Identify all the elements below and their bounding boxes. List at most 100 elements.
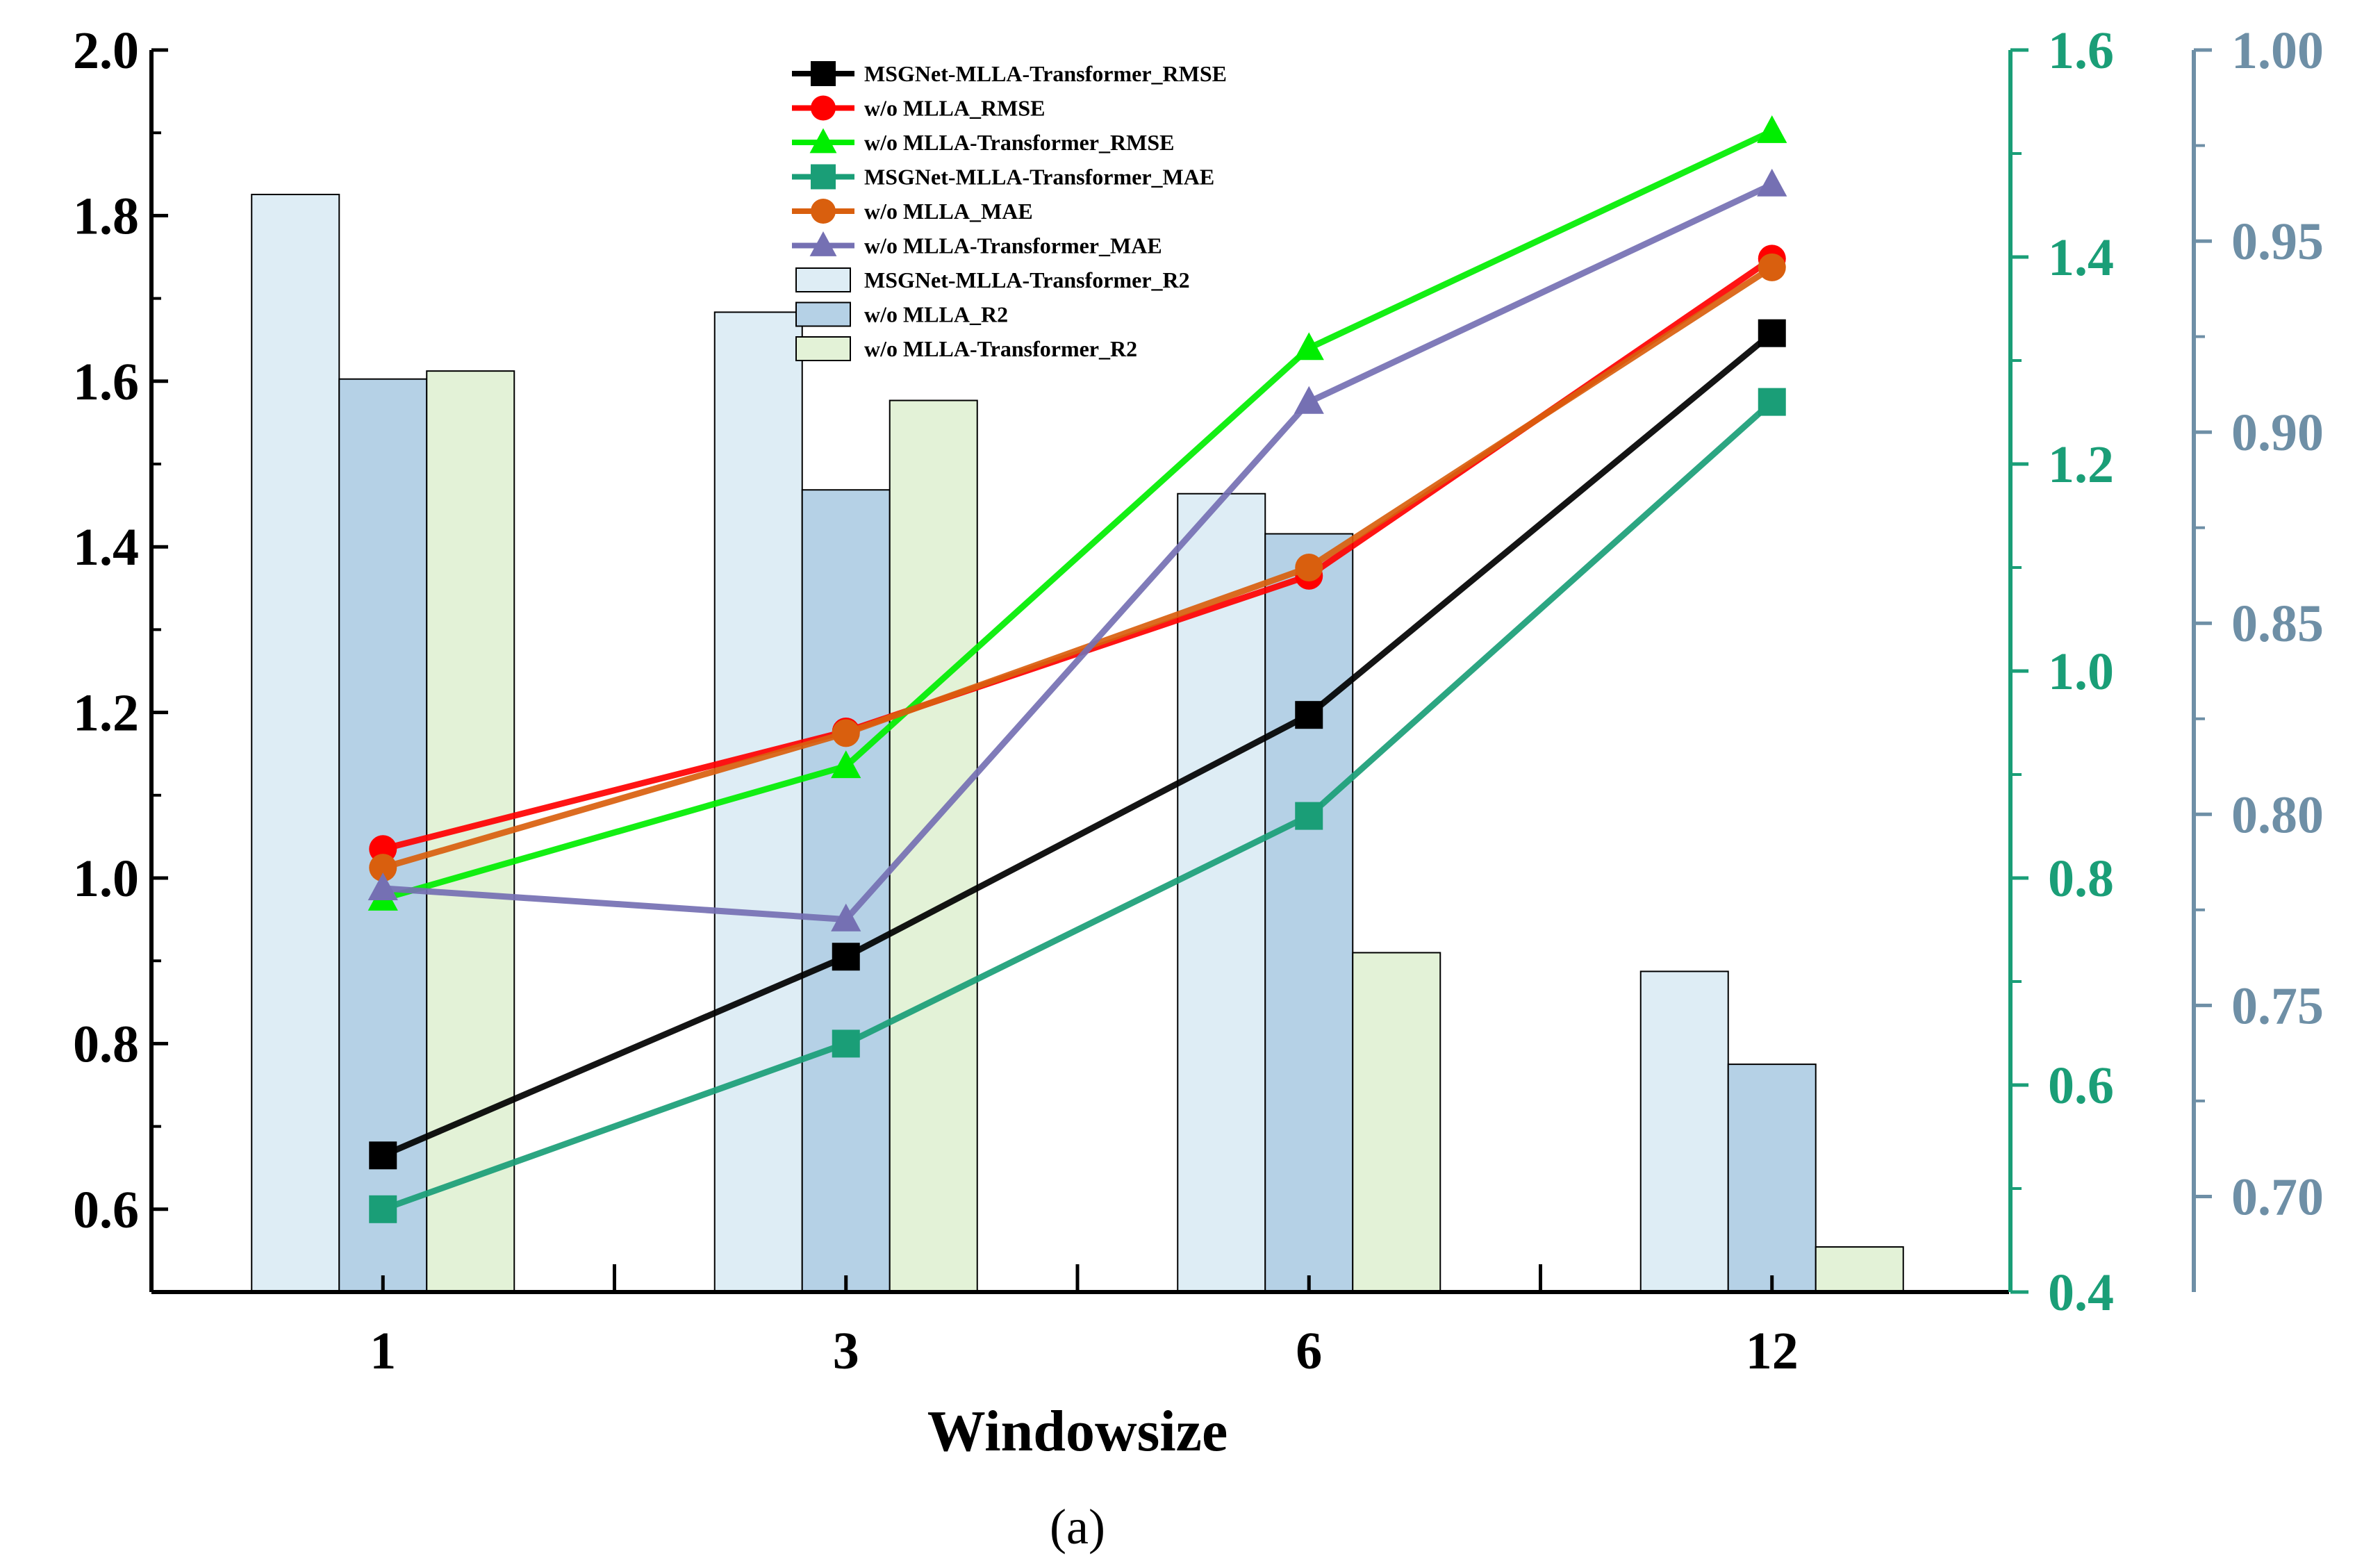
legend-label: w/o MLLA_R2 [864,302,1008,327]
right-axis-1-tick-label: 1.0 [2048,643,2114,701]
right-axis-2-tick-label: 0.75 [2231,977,2324,1035]
bar [1727,1063,1817,1293]
legend-entry: MSGNet-MLLA-Transformer_R2 [795,267,1190,292]
right-axis-2: 0.70 0.75 0.80 0.85 0.90 0.95 1.00 [2192,22,2324,1292]
left-tick-label: 1.0 [73,850,139,908]
line-marker [1758,319,1786,347]
legend-label: MSGNet-MLLA-Transformer_RMSE [864,61,1227,86]
line-marker [1758,388,1786,416]
x-axis: 1 3 6 12 Windowsize (a) [151,1264,2009,1555]
line-marker [809,231,837,256]
legend-label: w/o MLLA_MAE [864,199,1033,224]
legend-entry: w/o MLLA_R2 [795,301,1008,327]
x-tick-label: 6 [1296,1322,1322,1380]
line-series-group [367,115,1787,1223]
line-marker [1757,168,1787,197]
bar [1815,1246,1904,1293]
line-series [369,388,1786,1223]
legend-entry: MSGNet-MLLA-Transformer_RMSE [792,61,1227,86]
right-axis-2-tick-label: 0.85 [2231,595,2324,653]
left-tick-label: 0.8 [73,1015,139,1073]
line-marker [811,199,836,224]
line-marker [832,943,860,971]
bar [1177,493,1266,1293]
x-tick-label: 1 [370,1322,396,1380]
right-axis-1: 0.4 0.6 0.8 1.0 1.2 1.4 1.6 [2008,22,2114,1322]
bar [251,193,340,1293]
legend-label: w/o MLLA_RMSE [864,96,1045,121]
x-axis-title: Windowsize [927,1399,1228,1464]
legend: MSGNet-MLLA-Transformer_RMSE w/o MLLA_RMS… [792,61,1227,361]
left-tick-label: 2.0 [73,22,139,80]
right-axis-2-tick-label: 0.80 [2231,786,2324,844]
line-series [369,253,1786,882]
line-marker [367,872,398,900]
right-axis-1-tick-label: 1.2 [2048,436,2114,494]
legend-label: w/o MLLA-Transformer_R2 [864,336,1137,361]
legend-entry: w/o MLLA-Transformer_RMSE [792,128,1174,155]
line-marker [811,164,836,190]
line-marker [1294,386,1324,414]
bar [1352,952,1441,1293]
series-line [382,181,1774,923]
bar [801,489,891,1293]
series-line [381,331,1774,1159]
right-axis-1-tick-label: 0.4 [2048,1264,2114,1322]
right-axis-2-tick-label: 0.90 [2231,404,2324,462]
line-marker [831,750,861,779]
line-marker [832,1029,860,1058]
line-marker [1295,802,1323,830]
line-series [369,319,1786,1170]
line-marker [809,128,837,154]
bar [889,399,978,1293]
bar [1264,533,1354,1293]
left-tick-label: 1.4 [73,518,139,577]
right-axis-2-tick-label: 0.70 [2231,1168,2324,1226]
legend-entry: w/o MLLA_RMSE [792,95,1045,121]
left-tick-label: 1.8 [73,187,139,245]
line-marker [1758,253,1786,281]
legend-bar-swatch [795,336,851,361]
right-axis-1-tick-label: 1.6 [2048,22,2114,80]
line-marker [831,903,861,932]
line-marker [369,854,397,882]
line-marker [1295,554,1323,581]
series-line [381,265,1774,871]
line-series [367,168,1787,932]
line-marker [369,1141,397,1170]
bar [1639,970,1729,1293]
x-tick-label: 3 [833,1322,859,1380]
line-marker [832,719,860,747]
legend-entry: MSGNet-MLLA-Transformer_MAE [792,164,1214,190]
legend-label: w/o MLLA-Transformer_MAE [864,233,1162,258]
legend-label: MSGNet-MLLA-Transformer_R2 [864,267,1190,292]
legend-label: MSGNet-MLLA-Transformer_MAE [864,165,1214,190]
right-axis-1-tick-label: 0.8 [2048,850,2114,908]
legend-entry: w/o MLLA-Transformer_R2 [795,336,1137,361]
legend-bar-swatch [795,267,851,292]
legend-entry: w/o MLLA_MAE [792,199,1033,224]
right-axis-2-tick-label: 0.95 [2231,213,2324,271]
line-marker [811,61,836,86]
left-tick-label: 0.6 [73,1181,139,1239]
right-axis-2-tick-label: 1.00 [2231,22,2324,80]
legend-label: w/o MLLA-Transformer_RMSE [864,130,1174,155]
right-axis-1-tick-label: 1.4 [2048,229,2114,287]
left-axis: 0.6 0.8 1.0 1.2 1.4 1.6 1.8 2.0 [73,22,168,1292]
right-axis-1-tick-label: 0.6 [2048,1057,2114,1115]
line-marker [1295,701,1323,729]
series-line [381,399,1774,1213]
x-tick-label: 12 [1746,1322,1799,1380]
left-tick-label: 1.2 [73,684,139,743]
legend-entry: w/o MLLA-Transformer_MAE [792,231,1162,258]
legend-bar-swatch [795,301,851,327]
line-marker [811,95,836,121]
figure-caption: (a) [1050,1499,1105,1555]
line-marker [1757,115,1787,143]
line-marker [1294,332,1324,361]
series-line [382,128,1774,902]
left-tick-label: 1.6 [73,353,139,411]
bar-group [251,193,1904,1293]
